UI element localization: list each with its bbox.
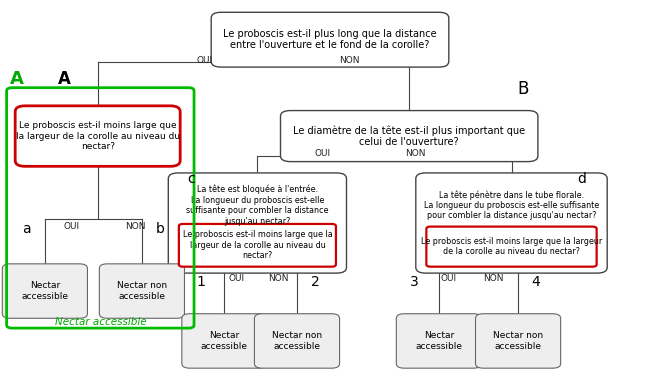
Text: a: a <box>22 222 31 236</box>
Text: 4: 4 <box>531 274 541 289</box>
Text: 3: 3 <box>410 274 419 289</box>
Text: NON: NON <box>339 56 360 65</box>
Text: NON: NON <box>483 274 504 284</box>
Text: La tête est bloquée à l'entrée.
La longueur du proboscis est-elle
suffisante pou: La tête est bloquée à l'entrée. La longu… <box>186 185 329 226</box>
FancyBboxPatch shape <box>396 314 482 368</box>
Text: Nectar non
accessible: Nectar non accessible <box>117 281 167 301</box>
Text: OUI: OUI <box>441 274 457 284</box>
Text: NON: NON <box>268 274 289 284</box>
Text: Le proboscis est-il moins large que la largeur
de la corolle au niveau du nectar: Le proboscis est-il moins large que la l… <box>421 237 602 256</box>
FancyBboxPatch shape <box>3 264 87 318</box>
Text: Le proboscis est-il plus long que la distance
entre l'ouverture et le fond de la: Le proboscis est-il plus long que la dis… <box>223 29 437 51</box>
Text: b: b <box>155 222 164 236</box>
Text: Le diamètre de la tête est-il plus important que
celui de l'ouverture?: Le diamètre de la tête est-il plus impor… <box>293 125 525 147</box>
Text: Nectar
accessible: Nectar accessible <box>415 331 463 351</box>
FancyBboxPatch shape <box>280 110 538 162</box>
FancyBboxPatch shape <box>426 227 597 267</box>
Text: d: d <box>578 172 587 186</box>
Text: A: A <box>10 70 24 88</box>
FancyBboxPatch shape <box>179 224 336 267</box>
Text: Le proboscis est-il moins large que
la largeur de la corolle au niveau du
nectar: Le proboscis est-il moins large que la l… <box>16 121 180 151</box>
Text: Nectar non
accessible: Nectar non accessible <box>493 331 543 351</box>
Text: La tête pénètre dans le tube florale.
La longueur du proboscis est-elle suffisan: La tête pénètre dans le tube florale. La… <box>424 190 599 220</box>
Text: 2: 2 <box>311 274 320 289</box>
Text: OUI: OUI <box>197 56 213 65</box>
FancyBboxPatch shape <box>416 173 607 273</box>
Text: OUI: OUI <box>314 149 330 158</box>
FancyBboxPatch shape <box>168 173 346 273</box>
Text: Nectar
accessible: Nectar accessible <box>201 331 248 351</box>
Text: Nectar accessible: Nectar accessible <box>55 317 146 327</box>
Text: NON: NON <box>125 222 146 231</box>
FancyBboxPatch shape <box>475 314 561 368</box>
FancyBboxPatch shape <box>211 12 449 67</box>
Text: Nectar non
accessible: Nectar non accessible <box>272 331 322 351</box>
Text: A: A <box>58 70 71 88</box>
Text: Nectar
accessible: Nectar accessible <box>21 281 69 301</box>
Text: OUI: OUI <box>63 222 79 231</box>
Text: NON: NON <box>405 149 426 158</box>
FancyBboxPatch shape <box>255 314 339 368</box>
Text: B: B <box>517 80 529 98</box>
Text: OUI: OUI <box>228 274 244 284</box>
Text: 1: 1 <box>197 274 206 289</box>
FancyBboxPatch shape <box>99 264 184 318</box>
Text: Le proboscis est-il moins large que la
largeur de la corolle au niveau du
nectar: Le proboscis est-il moins large que la l… <box>183 231 332 260</box>
Text: c: c <box>187 172 195 186</box>
FancyBboxPatch shape <box>182 314 267 368</box>
FancyBboxPatch shape <box>15 106 180 166</box>
